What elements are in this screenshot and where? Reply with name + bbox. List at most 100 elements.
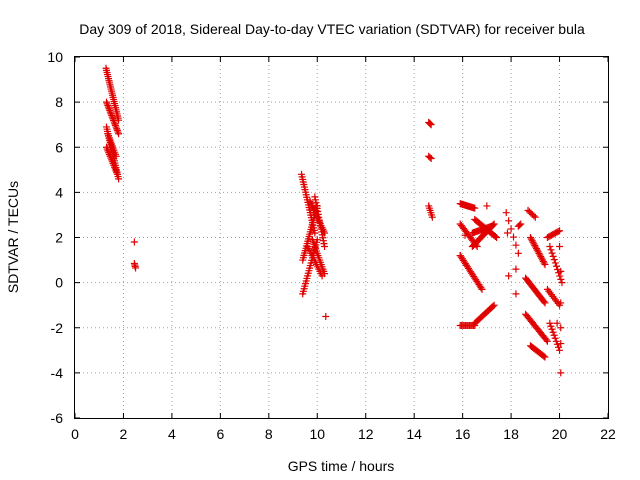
- x-tick-label: 2: [120, 426, 128, 442]
- data-point: [541, 299, 549, 307]
- data-point: [550, 256, 558, 264]
- data-point: [531, 241, 539, 249]
- data-point: [556, 272, 564, 280]
- data-point: [557, 275, 565, 283]
- data-point: [557, 324, 565, 332]
- data-point: [478, 285, 486, 293]
- y-tick-label: 8: [55, 94, 63, 110]
- data-point: [550, 331, 558, 339]
- data-point: [538, 254, 546, 262]
- data-point: [551, 334, 559, 342]
- data-point: [115, 130, 123, 138]
- data-point: [554, 227, 562, 235]
- x-tick-labels: 0 2 4 6 8 10 12 14 16 18 20 22: [71, 426, 616, 442]
- x-tick-label: 16: [455, 426, 471, 442]
- data-point: [512, 265, 520, 273]
- data-point: [538, 256, 546, 264]
- data-point: [115, 175, 123, 183]
- data-point: [105, 105, 113, 113]
- data-point: [112, 152, 120, 160]
- data-point: [512, 241, 520, 249]
- data-point: [502, 209, 510, 217]
- x-axis-title: GPS time / hours: [288, 458, 395, 474]
- data-point: [557, 369, 565, 377]
- y-tick-label: 4: [55, 184, 63, 200]
- data-point: [321, 229, 329, 237]
- data-point: [540, 352, 548, 360]
- y-tick-label: -6: [51, 410, 64, 426]
- data-point: [505, 217, 513, 225]
- data-point: [322, 312, 330, 320]
- data-point: [539, 257, 547, 265]
- data-point: [554, 343, 562, 351]
- data-point: [456, 252, 464, 260]
- data-point: [503, 229, 511, 237]
- data-point: [546, 319, 554, 327]
- data-point: [547, 246, 555, 254]
- data-point: [507, 225, 515, 233]
- data-point: [529, 238, 537, 246]
- data-point: [112, 123, 120, 131]
- data-point: [489, 302, 497, 310]
- y-tick-label: 0: [55, 275, 63, 291]
- data-point: [493, 234, 501, 241]
- x-tick-label: 20: [552, 426, 568, 442]
- x-tick-label: 6: [216, 426, 224, 442]
- data-point: [102, 98, 110, 106]
- data-point: [553, 319, 561, 327]
- data-point: [111, 121, 119, 129]
- data-point: [490, 301, 498, 309]
- data-point: [113, 126, 121, 134]
- data-point: [537, 253, 545, 261]
- data-point: [534, 248, 542, 256]
- data-point: [554, 265, 562, 273]
- data-point: [318, 272, 326, 280]
- data-point: [516, 221, 524, 229]
- data-point: [426, 153, 434, 161]
- y-tick-label: 10: [47, 49, 63, 65]
- data-point: [556, 346, 564, 354]
- y-tick-labels: -6 -4 -2 0 2 4 6 8 10: [47, 49, 63, 426]
- x-tick-label: 0: [71, 426, 79, 442]
- data-point: [512, 290, 520, 298]
- data-point: [428, 213, 436, 221]
- data-point: [488, 222, 496, 230]
- y-axis-title: SDTVAR / TECUs: [5, 181, 21, 293]
- data-point: [530, 240, 538, 248]
- y-tick-label: -2: [51, 320, 64, 336]
- data-point: [547, 322, 555, 330]
- data-points: [102, 64, 566, 377]
- data-point: [540, 259, 548, 267]
- data-point: [108, 113, 116, 121]
- data-point: [104, 101, 112, 109]
- data-point: [535, 249, 543, 257]
- data-point: [526, 234, 534, 241]
- y-tick-label: 2: [55, 230, 63, 246]
- data-point: [426, 119, 434, 127]
- data-point: [311, 229, 319, 237]
- data-point: [130, 238, 138, 246]
- data-point: [109, 115, 117, 123]
- data-point: [111, 120, 119, 128]
- data-point: [427, 121, 435, 129]
- data-point: [114, 128, 122, 136]
- x-tick-label: 22: [600, 426, 616, 442]
- data-point: [548, 249, 556, 257]
- data-point: [557, 267, 565, 275]
- data-point: [491, 233, 499, 241]
- data-point: [536, 251, 544, 259]
- data-point: [514, 249, 522, 257]
- data-point: [106, 106, 114, 114]
- data-point: [132, 264, 140, 272]
- data-point: [108, 111, 116, 119]
- chart-title: Day 309 of 2018, Sidereal Day-to-day VTE…: [79, 21, 585, 37]
- data-point: [548, 325, 556, 333]
- data-point: [110, 118, 118, 126]
- data-point: [113, 125, 121, 133]
- x-tick-label: 14: [406, 426, 422, 442]
- data-point: [104, 103, 112, 111]
- data-point: [426, 120, 434, 128]
- y-tick-label: -4: [51, 365, 64, 381]
- data-point: [477, 284, 485, 292]
